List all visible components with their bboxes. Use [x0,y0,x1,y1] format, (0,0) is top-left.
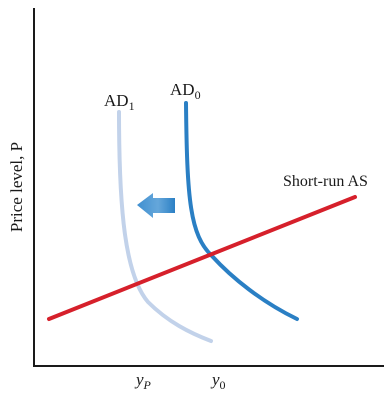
y-axis-label: Price level, P [7,142,26,232]
ad0-curve [184,101,299,321]
yp-tick-label: yP [134,370,152,392]
ad0-label-subscript: 0 [195,88,201,102]
ad1-label: AD1 [104,91,135,113]
left-shift-arrow [137,193,175,218]
yp-tick-subscript: P [143,378,152,392]
ad1-curve [117,110,213,343]
ad1-label-subscript: 1 [129,99,135,113]
short-run-as-label: Short-run AS [283,173,368,190]
y0-tick-base: y [210,370,220,389]
y0-tick-subscript: 0 [220,378,226,392]
short-run-as-line [47,195,357,321]
yp-tick-base: y [134,370,144,389]
ad0-label: AD0 [170,80,201,102]
ad0-label-main: AD [170,80,195,99]
ad1-label-main: AD [104,91,129,110]
y0-tick-label: y0 [210,370,226,392]
